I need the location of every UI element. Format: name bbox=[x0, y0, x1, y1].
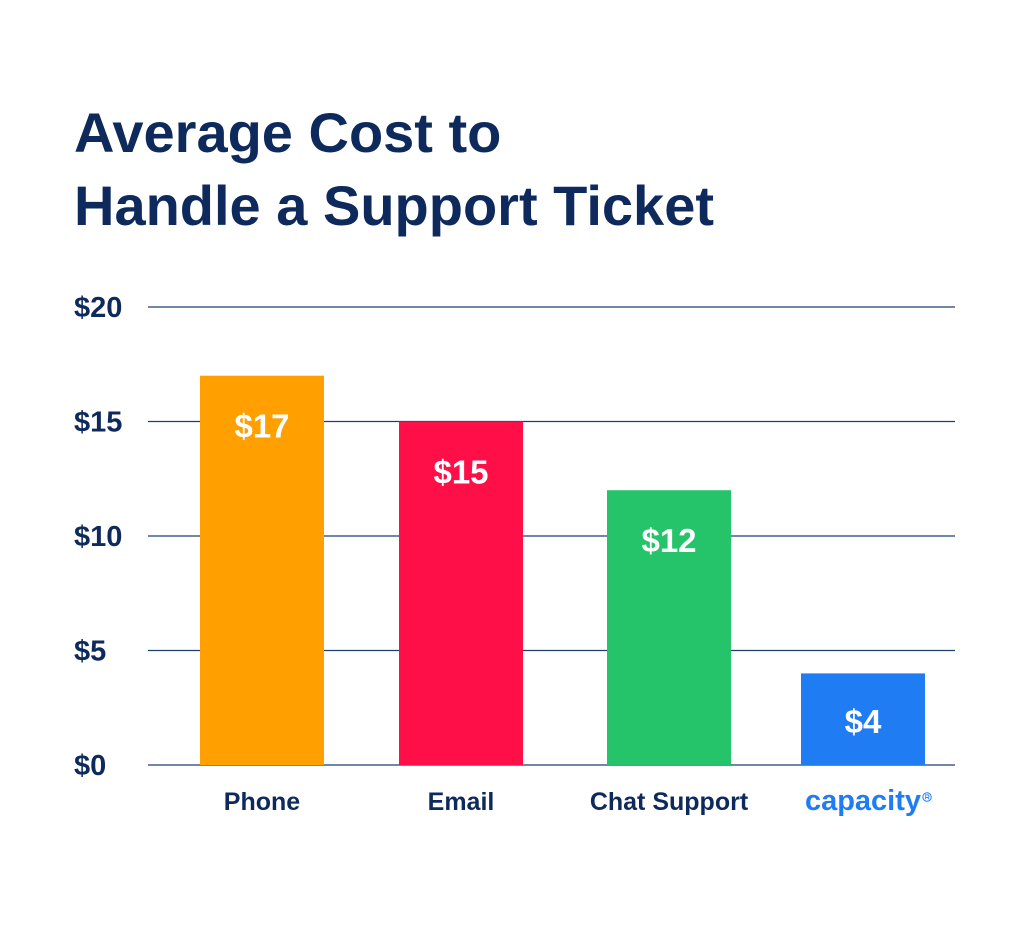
chart-title-line-1: Average Cost to bbox=[74, 101, 502, 164]
bar bbox=[801, 673, 925, 765]
bar bbox=[399, 421, 523, 765]
registered-mark-icon bbox=[922, 792, 932, 802]
y-tick-label: $10 bbox=[74, 521, 122, 553]
chart-title-line-2: Handle a Support Ticket bbox=[74, 174, 714, 237]
bar-value-label: $15 bbox=[433, 454, 488, 491]
y-tick-label: $15 bbox=[74, 407, 122, 439]
bar-value-label: $17 bbox=[234, 408, 289, 445]
y-tick-label: $20 bbox=[74, 292, 122, 324]
bar-value-label: $4 bbox=[845, 703, 882, 740]
x-tick-label: Chat Support bbox=[590, 788, 749, 816]
bar bbox=[200, 375, 324, 765]
bar bbox=[607, 490, 731, 765]
y-tick-label: $0 bbox=[74, 750, 106, 782]
bar-value-label: $12 bbox=[641, 522, 696, 559]
y-tick-label: $5 bbox=[74, 636, 106, 668]
x-tick-label: Email bbox=[428, 788, 495, 816]
registered-mark-glyph bbox=[925, 794, 930, 800]
x-tick-label: Phone bbox=[224, 788, 300, 816]
capacity-logo: capacity bbox=[805, 785, 921, 817]
